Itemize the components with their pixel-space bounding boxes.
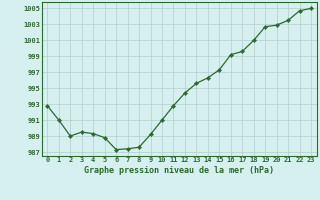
X-axis label: Graphe pression niveau de la mer (hPa): Graphe pression niveau de la mer (hPa)	[84, 166, 274, 175]
